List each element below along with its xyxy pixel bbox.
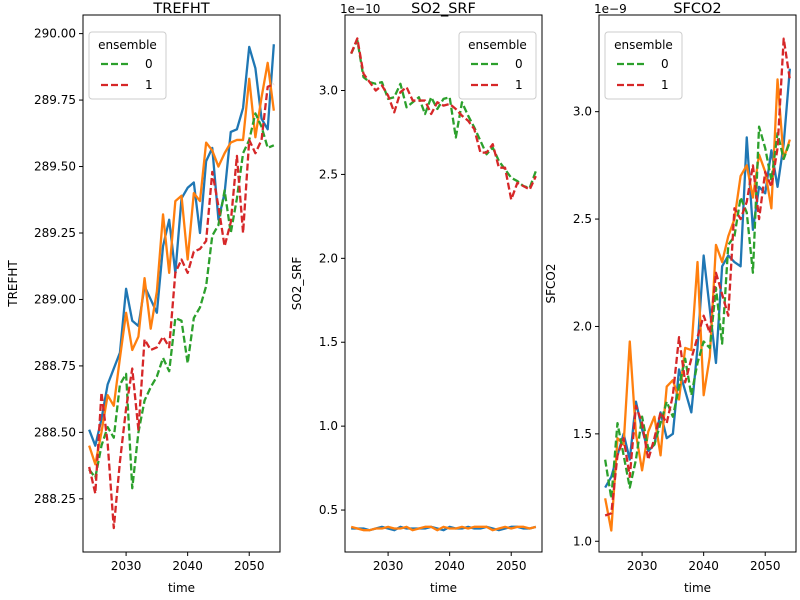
y-tick-label: 2.0 [573,319,592,333]
y-tick-label: 288.75 [34,359,76,373]
y-tick-label: 3.0 [573,105,592,119]
x-tick-label: 2050 [750,559,781,573]
series-line-dashed-3 [604,37,791,517]
series-line-solid-0 [351,525,537,532]
x-tick-label: 2040 [688,559,719,573]
legend-entry-label: 1 [661,78,669,92]
chart-panel-so2_srf: 2030 2040 2050 0.5 1.0 1.5 2.0 2.5 3.0 SO2_SRFtim… [290,1,543,595]
y-tick-label: 289.00 [34,292,76,306]
chart-panel-sfco2: 2030 2040 2050 1.0 1.5 2.0 2.5 3.0 SFCO2 time SFCO… [544,1,797,595]
chart-title: SFCO2 [673,1,721,17]
series-line-dashed-3 [350,37,537,201]
y-tick-label: 289.75 [34,93,76,107]
y-tick-label: 290.00 [34,27,76,41]
legend-entry-label: 1 [145,78,153,92]
x-tick-label: 2030 [627,559,658,573]
chart-title: SO2_SRF [411,1,476,17]
legend-entry-label: 0 [661,57,669,71]
axis-offset-text: 1e−9 [594,2,627,16]
y-tick-label: 288.25 [34,492,76,506]
series-line-solid-0 [604,68,791,489]
series-line-solid-1 [350,525,537,532]
legend-entry-label: 0 [515,57,523,71]
y-tick-label: 2.5 [319,167,338,181]
axes-frame [598,14,797,553]
x-axis-label: time [168,581,195,595]
y-tick-label: 289.50 [34,160,76,174]
x-tick-label: 2040 [434,559,465,573]
x-tick-label: 2050 [234,559,265,573]
y-axis-label: SFCO2 [544,264,558,304]
x-axis-label: time [430,581,457,595]
series-line-dashed-2 [88,112,275,490]
x-tick-label: 2040 [172,559,203,573]
legend: ensemble 0 1 [458,31,537,100]
series-line-solid-1 [88,61,275,466]
y-tick-label: 2.0 [319,251,338,265]
x-tick-label: 2030 [111,559,142,573]
legend: ensemble 0 1 [88,31,167,100]
y-tick-label: 2.5 [573,212,592,226]
series-line-dashed-2 [350,39,537,190]
x-tick-label: 2030 [373,559,404,573]
y-tick-label: 288.50 [34,425,76,439]
chart-panel-trefht: 2030 2040 2050 288.25 288.50 288.75 289.00 289.… [6,1,281,595]
axes-frame [82,14,281,553]
x-axis-label: time [684,581,711,595]
legend: ensemble 0 1 [604,31,683,100]
y-axis-label: TREFHT [6,260,20,308]
x-tick-label: 2050 [496,559,527,573]
y-tick-label: 3.0 [319,84,338,98]
chart-title: TREFHT [152,1,209,17]
legend-box [458,31,537,100]
y-tick-label: 0.5 [319,503,338,517]
y-tick-label: 1.5 [573,427,592,441]
legend-entry-label: 0 [145,57,153,71]
y-tick-label: 1.0 [319,419,338,433]
legend-entry-label: 1 [515,78,523,92]
y-axis-label: SO2_SRF [290,257,304,311]
legend-title: ensemble [614,38,673,52]
y-tick-label: 1.5 [319,335,338,349]
legend-title: ensemble [98,38,157,52]
series-line-dashed-2 [604,125,791,500]
y-tick-label: 289.25 [34,226,76,240]
y-tick-label: 1.0 [573,534,592,548]
legend-box [88,31,167,100]
legend-title: ensemble [468,38,527,52]
axis-offset-text: 1e−10 [340,2,380,16]
legend-box [604,31,683,100]
axes-frame [344,14,543,553]
series-line-dashed-3 [88,83,275,530]
series-line-solid-1 [604,78,791,532]
